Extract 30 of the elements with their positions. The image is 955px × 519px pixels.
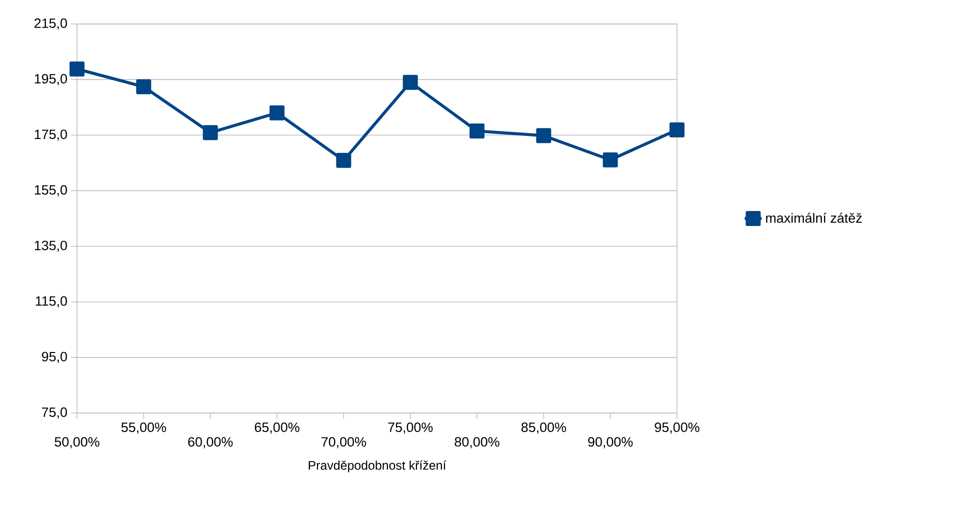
x-tick-label: 75,00% bbox=[388, 422, 433, 434]
point bbox=[270, 105, 285, 120]
x-tick-label: 80,00% bbox=[454, 437, 500, 448]
x-tick-label: 70,00% bbox=[322, 437, 366, 448]
y-tick-label: 215,0 bbox=[34, 18, 67, 30]
y-tick-label: 175,0 bbox=[34, 130, 67, 141]
point bbox=[336, 152, 352, 168]
legend-label: maximální zátěž bbox=[766, 212, 862, 223]
y-tick-label: 75,0 bbox=[42, 407, 67, 419]
x-tick-label: 85,00% bbox=[521, 422, 566, 434]
point bbox=[470, 123, 485, 138]
point bbox=[202, 125, 218, 140]
x-tick-label: 55,00% bbox=[121, 422, 166, 434]
x-tick-label: 60,00% bbox=[188, 437, 233, 448]
y-tick-label: 95,0 bbox=[42, 352, 67, 363]
x-tick-label: 65,00% bbox=[254, 422, 300, 434]
y-tick-label: 155,0 bbox=[34, 185, 67, 196]
y-tick-label: 135,0 bbox=[34, 240, 67, 252]
x-tick-label: 50,00% bbox=[54, 437, 100, 448]
point bbox=[70, 62, 85, 76]
y-tick-label: 115,0 bbox=[36, 296, 67, 308]
point bbox=[402, 74, 418, 90]
point bbox=[602, 152, 618, 168]
x-axis-title: Pravděpodobnost křížení bbox=[308, 460, 446, 472]
point bbox=[136, 79, 152, 94]
x-tick-label: 90,00% bbox=[588, 437, 633, 448]
x-tick-label: 95,00% bbox=[654, 422, 700, 434]
y-tick-label: 195,0 bbox=[34, 74, 67, 86]
point bbox=[536, 128, 552, 144]
point bbox=[670, 122, 685, 138]
